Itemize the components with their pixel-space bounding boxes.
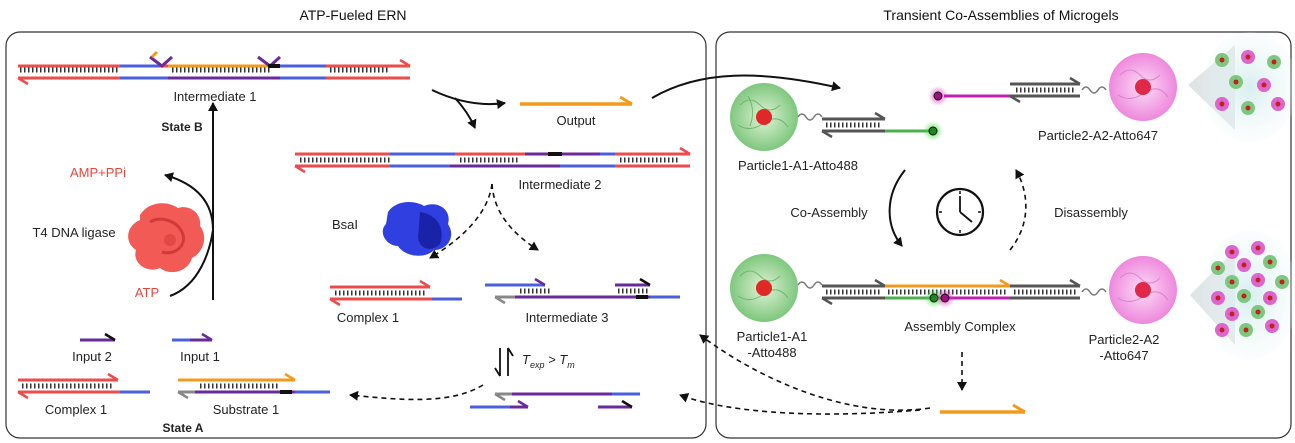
split-arrow-lower [454, 97, 477, 129]
atto488-dye-top [923, 121, 943, 141]
output-strand [520, 95, 633, 106]
equilibrium-arrows [494, 347, 514, 377]
temperature-condition: Texp > Tm [522, 352, 575, 370]
assembly-complex-label: Assembly Complex [904, 319, 1016, 334]
released-output-strand [940, 403, 1026, 414]
particle1-a1-atto488-label: Particle1-A1-Atto488 [738, 158, 858, 173]
atto647-dye-top [928, 86, 948, 106]
particle2-a2-label: Particle2-A2 [1089, 332, 1160, 347]
haze-top [1188, 32, 1295, 142]
substrate1-duplex [177, 372, 330, 400]
intermediate1-label: Intermediate 1 [173, 89, 256, 104]
strand-a2-top [944, 76, 1081, 104]
linker-2-bottom [1081, 288, 1107, 296]
dissociated-strands [470, 392, 640, 409]
complex1-bottom-label: Complex 1 [45, 402, 107, 417]
atto488-label: -Atto488 [747, 345, 796, 360]
complex1-mid-label: Complex 1 [337, 310, 399, 325]
t4-ligase-label: T4 DNA ligase [32, 225, 115, 240]
amp-ppi-label: AMP+PPi [70, 165, 126, 180]
disassembly-label: Disassembly [1054, 205, 1128, 220]
dashed-arrow-output-return-upper [699, 334, 931, 411]
assembly-complex-strands [821, 278, 1081, 306]
output-label: Output [556, 113, 595, 128]
input1-label: Input 1 [180, 349, 220, 364]
left-panel-title: ATP-Fueled ERN [299, 7, 406, 23]
complex1-bottom-duplex [17, 372, 150, 400]
bsai-protein-icon [382, 202, 452, 256]
linker-2-top [1081, 86, 1107, 94]
linker-1-top [797, 113, 823, 121]
substrate1-label: Substrate 1 [213, 402, 280, 417]
intermediate2-duplex [294, 146, 691, 174]
state-b-label: State B [161, 120, 203, 134]
left-panel [5, 31, 707, 439]
strand-a1-top [821, 111, 930, 139]
input1-strand [172, 332, 213, 342]
particle2-top [1109, 53, 1177, 121]
disassembly-arrow [1009, 169, 1027, 251]
fret-dyes-bottom [924, 288, 955, 308]
state-a-label: State A [163, 421, 204, 435]
particle1-bottom [730, 254, 798, 322]
ligase-cycle-curved-arrow [164, 172, 215, 297]
co-assembly-arrow [888, 169, 906, 247]
co-assembly-label: Co-Assembly [790, 205, 868, 220]
particle2-bottom [1109, 256, 1177, 324]
particle1-a1-label: Particle1-A1 [737, 329, 808, 344]
linker-1-bottom [797, 281, 823, 289]
clock-icon [935, 187, 985, 237]
free-particles-top [1215, 50, 1285, 115]
clustered-particles-bottom [1211, 241, 1289, 337]
input2-strand [80, 332, 116, 342]
t4-ligase-protein-icon [128, 203, 205, 273]
intermediate1-duplex [17, 50, 411, 86]
dashed-arrow-to-complex1 [429, 183, 493, 259]
dashed-arrow-to-intermediate3 [491, 183, 539, 251]
input2-label: Input 2 [72, 349, 112, 364]
atto647-label: -Atto647 [1099, 348, 1148, 363]
right-panel-title: Transient Co-Assemblies of Microgels [883, 7, 1118, 23]
output-to-assembly-arrow [651, 74, 841, 99]
intermediate3-label: Intermediate 3 [525, 310, 608, 325]
atp-label: ATP [135, 285, 159, 300]
dashed-arrow-to-state-a [349, 384, 484, 401]
particle1-top [730, 83, 798, 151]
complex1-mid-duplex [329, 279, 462, 307]
split-arrow-upper [431, 89, 506, 110]
intermediate2-label: Intermediate 2 [518, 177, 601, 192]
particle2-a2-atto647-label: Particle2-A2-Atto647 [1038, 128, 1158, 143]
intermediate3-duplex [485, 277, 680, 305]
bsai-label: BsaI [332, 217, 358, 232]
right-panel [715, 31, 1292, 439]
